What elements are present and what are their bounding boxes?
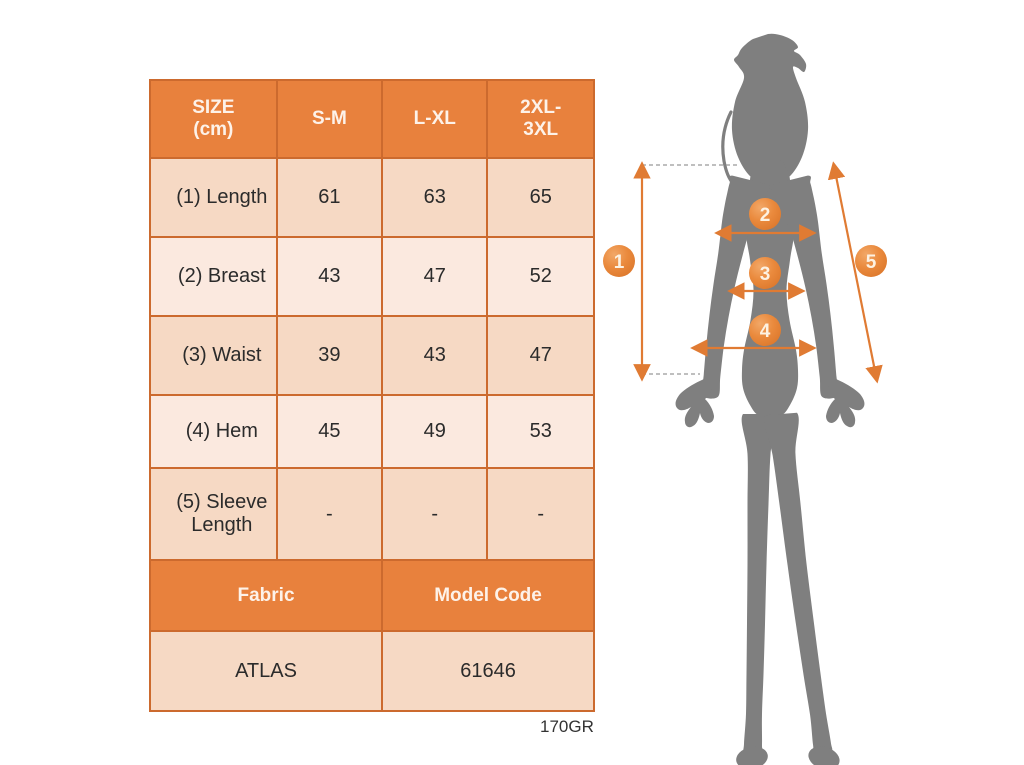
svg-text:3: 3 [760, 264, 771, 285]
svg-text:5: 5 [866, 252, 877, 273]
svg-text:2: 2 [760, 205, 771, 226]
svg-text:1: 1 [614, 252, 625, 273]
svg-text:4: 4 [760, 321, 771, 342]
